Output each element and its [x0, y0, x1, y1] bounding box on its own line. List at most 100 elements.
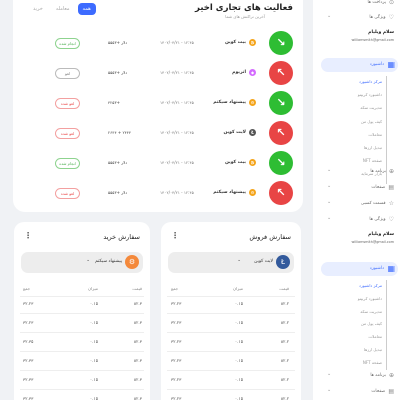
tab-buy[interactable]: خرید [28, 3, 48, 15]
arrow-down-icon: ↘ [269, 91, 293, 115]
sidebar-item-payments[interactable]: ⊙ پرداخت ها [367, 0, 394, 6]
chevron-down-icon: ⌄ [327, 13, 331, 19]
buy-coin-select[interactable]: ⚙ پیشنهاد سیکتم ⌄ [21, 252, 143, 273]
sidebar-item-label: ویژگی ها [369, 15, 385, 20]
table-cell: ۸۲.۲ [281, 358, 289, 363]
sidebar-item[interactable]: ☆ قسمت کسبی [361, 200, 394, 207]
coin-icon: ⚙ [249, 189, 256, 196]
sidebar-item-dashboard[interactable]: ▦ داشبورد [321, 58, 398, 72]
sidebar-subitem[interactable]: کیف پول من [361, 321, 382, 326]
coin-icon: ₿ [249, 39, 256, 46]
table-cell: ۳۲.۲۳ [23, 301, 33, 306]
table-cell: ۳۲.۲۳ [171, 320, 181, 325]
sidebar-subitem[interactable]: مرکز داشبورد [359, 283, 382, 288]
sidebar: ⊙ پرداخت ها ♡ ویژگی ها ⌄ سلام ویلیام wil… [313, 0, 400, 400]
chevron-down-icon: ⌄ [237, 258, 241, 263]
sidebar-item[interactable]: ⊕ برنامه ها [370, 372, 394, 379]
coin-cell: ₿ بیت کوین [225, 39, 256, 46]
sidebar-subitem[interactable]: کیف پول من [361, 119, 382, 124]
sidebar-subitem[interactable]: معاملات [368, 132, 382, 137]
submenu-line [386, 280, 387, 370]
sidebar-item[interactable]: ▤ صفحات [371, 388, 394, 395]
sidebar-subitem[interactable]: صفحه NFT [363, 158, 382, 163]
sidebar-item-label: ویژگی ها [369, 217, 385, 222]
sidebar-subitem[interactable]: داشبورد کریپتو [358, 296, 382, 301]
arrow-down-icon: ↘ [269, 151, 293, 175]
tab-all[interactable]: همه [78, 3, 96, 15]
divider [20, 370, 144, 371]
table-cell: ۳۲.۳۳ [23, 377, 33, 382]
activity-row: ↘ ₿ بیت کوین ۱۴۰۲/۰۴/۲۱ - ۱۲:۴۵ ۵۵۵۳+ دلار ان… [13, 29, 303, 59]
buy-orders-panel: سفارش خرید ⋮ ⚙ پیشنهاد سیکتم ⌄ قیمت میزان… [14, 222, 150, 400]
user-email: williamsmith@gmail.com [351, 240, 394, 244]
table-cell: ۰.۱۵ [90, 339, 98, 344]
sidebar-item[interactable]: ▤ صفحات [371, 184, 394, 191]
coin-cell: ⚙ پیشنهاد سیکتم [213, 99, 256, 106]
user-email: williamsmith@gmail.com [351, 38, 394, 42]
transaction-amount: ۵۵۵۳+ دلار [108, 190, 127, 195]
coin-icon: ₿ [249, 159, 256, 166]
coin-cell: ◆ اتریوم [232, 69, 256, 76]
buy-orders-title: سفارش خرید [103, 233, 140, 241]
table-cell: ۸۲.۳ [134, 377, 142, 382]
star-icon: ☆ [389, 200, 394, 207]
sidebar-item[interactable]: ♡ ویژگی ها [369, 216, 394, 223]
more-menu-icon[interactable]: ⋮ [171, 231, 179, 240]
tab-trade[interactable]: معامله [51, 3, 75, 15]
monero-icon: ⚙ [125, 255, 139, 269]
activity-row: ↖ Ł لایت کوین ۱۴۰۲/۰۴/۲۱ - ۱۲:۴۵ ۲۶۴۴ + ۲۴۴۴… [13, 119, 303, 149]
table-cell: ۰.۱۵ [90, 377, 98, 382]
coin-icon: ◆ [249, 69, 256, 76]
transaction-amount: ۲۶۴۴ + ۲۴۴۴ [108, 130, 131, 135]
coin-cell: Ł لایت کوین [223, 129, 256, 136]
transaction-date: ۱۴۰۲/۰۴/۲۱ - ۱۲:۴۵ [160, 40, 194, 45]
table-cell: ۰.۱۵ [235, 396, 243, 400]
table-cell: ۰.۱۵ [90, 320, 98, 325]
sidebar-subitem[interactable]: مدیریت سکه [360, 309, 382, 314]
divider [20, 313, 144, 314]
transaction-date: ۱۴۰۲/۰۴/۲۱ - ۱۲:۴۵ [160, 190, 194, 195]
table-cell: ۳۲.۲۳ [171, 358, 181, 363]
activity-tabs: خرید معامله همه [28, 3, 96, 15]
table-cell: ۳۲.۲۳ [171, 339, 181, 344]
chevron-down-icon: ⌄ [86, 258, 90, 263]
table-cell: ۸۲.۳ [134, 396, 142, 400]
divider [167, 351, 295, 352]
more-menu-icon[interactable]: ⋮ [24, 231, 32, 240]
sell-coin-select[interactable]: Ł لایت کوین ⌄ [168, 252, 294, 273]
sidebar-item-dashboard[interactable]: ▦ داشبورد [321, 262, 398, 276]
sell-orders-panel: سفارش فروش ⋮ Ł لایت کوین ⌄ قیمت میزان جمع ۸… [161, 222, 301, 400]
table-cell: ۰.۱۵ [235, 377, 243, 382]
sidebar-subitem[interactable]: معاملات [368, 334, 382, 339]
table-cell: ۸۲.۲ [281, 377, 289, 382]
divider [167, 313, 295, 314]
table-cell: ۸۲.۲ [281, 301, 289, 306]
table-cell: ۳۲.۲۳ [171, 377, 181, 382]
divider [167, 389, 295, 390]
chevron-down-icon: ⌄ [327, 183, 331, 189]
sidebar-subitem[interactable]: تبدیل ارزها [364, 145, 382, 150]
table-cell: ۰.۱۵ [90, 358, 98, 363]
sidebar-subitem[interactable]: تبدیل ارزها [364, 347, 382, 352]
table-cell: ۳۲.۳۳ [23, 358, 33, 363]
star-icon: ♡ [389, 14, 394, 21]
divider [20, 296, 144, 297]
sidebar-item-label: برنامه ها [370, 169, 386, 174]
table-cell: ۰.۱۵ [235, 358, 243, 363]
sidebar-subitem[interactable]: مدیریت سکه [360, 105, 382, 110]
sidebar-subitem[interactable]: صفحه NFT [363, 360, 382, 365]
transaction-amount: ۵۵۵۳+ دلار [108, 70, 127, 75]
coin-cell: ⚙ پیشنهاد سیکتم [213, 189, 256, 196]
table-cell: ۰.۱۵ [235, 339, 243, 344]
heart-icon: ♡ [389, 216, 394, 223]
sidebar-item-features[interactable]: ♡ ویژگی ها [369, 14, 394, 21]
coin-icon: ⚙ [249, 99, 256, 106]
transaction-amount: ۴۲۵۳+ [108, 100, 120, 105]
sidebar-item[interactable]: ⊕ برنامه ها [370, 168, 394, 175]
apps-icon: ⊕ [389, 372, 394, 379]
sidebar-subitem[interactable]: داشبورد کریپتو [358, 92, 382, 97]
sidebar-subitem[interactable]: مرکز داشبورد [359, 79, 382, 84]
column-header: میزان [88, 286, 98, 291]
activity-title: فعالیت های تجاری اخیر [195, 3, 293, 13]
sidebar-item-label: پرداخت ها [367, 0, 386, 5]
